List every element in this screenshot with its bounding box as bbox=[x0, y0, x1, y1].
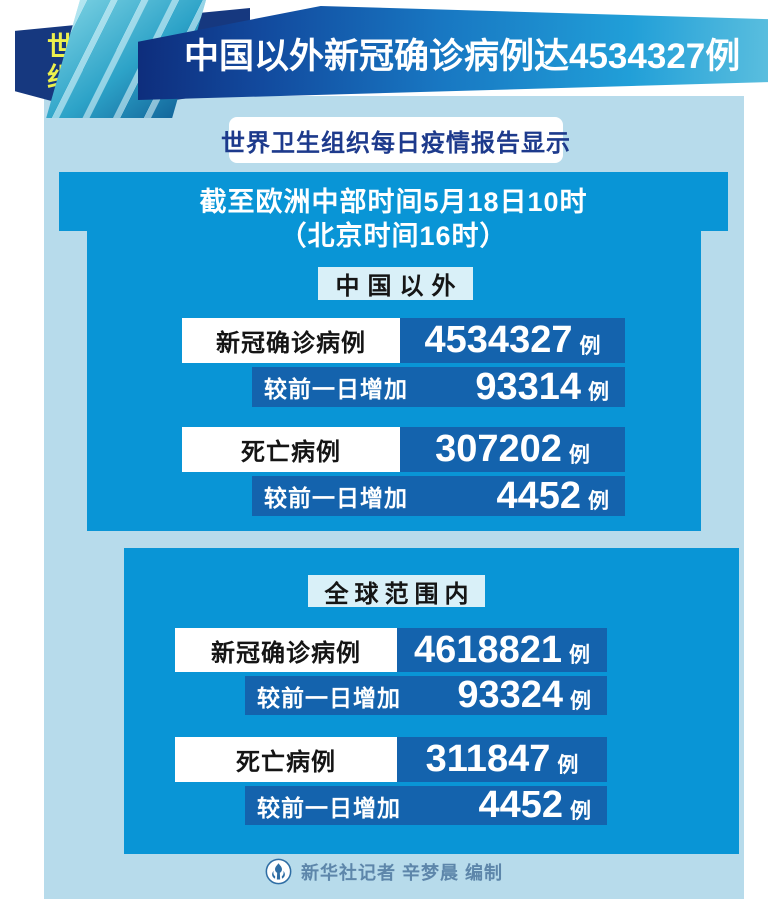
stat-unit: 例 bbox=[557, 753, 579, 777]
stat-unit: 例 bbox=[570, 689, 591, 713]
stat-label-box: 新冠确诊病例 bbox=[182, 318, 400, 363]
stat-label: 新冠确诊病例 bbox=[216, 330, 366, 357]
stat-value-box: 307202 例 bbox=[400, 427, 625, 472]
stat-value: 311847 bbox=[425, 738, 551, 780]
stat-value: 4452 bbox=[478, 784, 563, 826]
subtitle-text: 世界卫生组织每日疫情报告显示 bbox=[221, 129, 571, 157]
xinhua-logo-icon bbox=[265, 858, 292, 885]
stat-unit: 例 bbox=[568, 443, 590, 467]
report-time: 截至欧洲中部时间5月18日10时 （北京时间16时） bbox=[59, 185, 728, 253]
page-title: 中国以外新冠确诊病例达4534327例 bbox=[184, 36, 741, 76]
stat-label: 死亡病例 bbox=[241, 439, 341, 466]
delta-row: 较前一日增加 4452 例 bbox=[245, 784, 607, 826]
stat-value-box: 4618821 例 bbox=[397, 628, 607, 672]
section-outside-china: 截至欧洲中部时间5月18日10时 （北京时间16时） 中国以外 新冠确诊病例 4… bbox=[59, 172, 728, 531]
section-heading-text: 中国以外 bbox=[335, 273, 464, 300]
stat-unit: 例 bbox=[579, 334, 601, 358]
footer: 新华社记者 辛梦晨 编制 bbox=[0, 858, 768, 885]
stat-value-box: 311847 例 bbox=[397, 737, 607, 782]
delta-row: 较前一日增加 4452 例 bbox=[252, 474, 625, 517]
stat-value: 4534327 bbox=[424, 319, 573, 361]
stat-value: 4452 bbox=[496, 474, 581, 517]
stat-unit: 例 bbox=[568, 644, 590, 667]
stat-label-box: 新冠确诊病例 bbox=[175, 628, 397, 672]
stat-value-box: 4534327 例 bbox=[400, 318, 625, 363]
stat-label-box: 死亡病例 bbox=[182, 427, 400, 472]
stat-unit: 例 bbox=[588, 381, 609, 404]
stat-label-box: 死亡病例 bbox=[175, 737, 397, 782]
report-time-line2: （北京时间16时） bbox=[279, 221, 508, 251]
report-time-line1: 截至欧洲中部时间5月18日10时 bbox=[199, 187, 588, 217]
title-banner: 中国以外新冠确诊病例达4534327例 bbox=[138, 6, 768, 100]
stat-label: 新冠确诊病例 bbox=[211, 639, 361, 667]
stat-value: 93324 bbox=[457, 674, 563, 716]
stat-label: 较前一日增加 bbox=[264, 485, 408, 511]
stat-label: 较前一日增加 bbox=[257, 684, 401, 711]
stat-label: 较前一日增加 bbox=[264, 376, 408, 402]
credit-text: 新华社记者 辛梦晨 编制 bbox=[300, 862, 503, 883]
subtitle-box: 世界卫生组织每日疫情报告显示 bbox=[221, 117, 570, 163]
stat-value: 307202 bbox=[435, 428, 562, 470]
stat-unit: 例 bbox=[570, 799, 591, 823]
section-heading-global: 全球范围内 bbox=[308, 575, 485, 608]
stat-label: 较前一日增加 bbox=[257, 794, 401, 821]
section-heading-outside-china: 中国以外 bbox=[318, 267, 473, 300]
delta-row: 较前一日增加 93324 例 bbox=[245, 674, 607, 716]
stat-value: 93314 bbox=[475, 365, 581, 408]
stat-value: 4618821 bbox=[414, 628, 562, 671]
stat-unit: 例 bbox=[588, 490, 609, 513]
delta-row: 较前一日增加 93314 例 bbox=[252, 365, 625, 408]
stat-label: 死亡病例 bbox=[236, 749, 336, 776]
section-global: 全球范围内 新冠确诊病例 4618821 例 较前一日增加 93324 例 死亡… bbox=[124, 548, 739, 854]
section-heading-text: 全球范围内 bbox=[324, 580, 475, 608]
